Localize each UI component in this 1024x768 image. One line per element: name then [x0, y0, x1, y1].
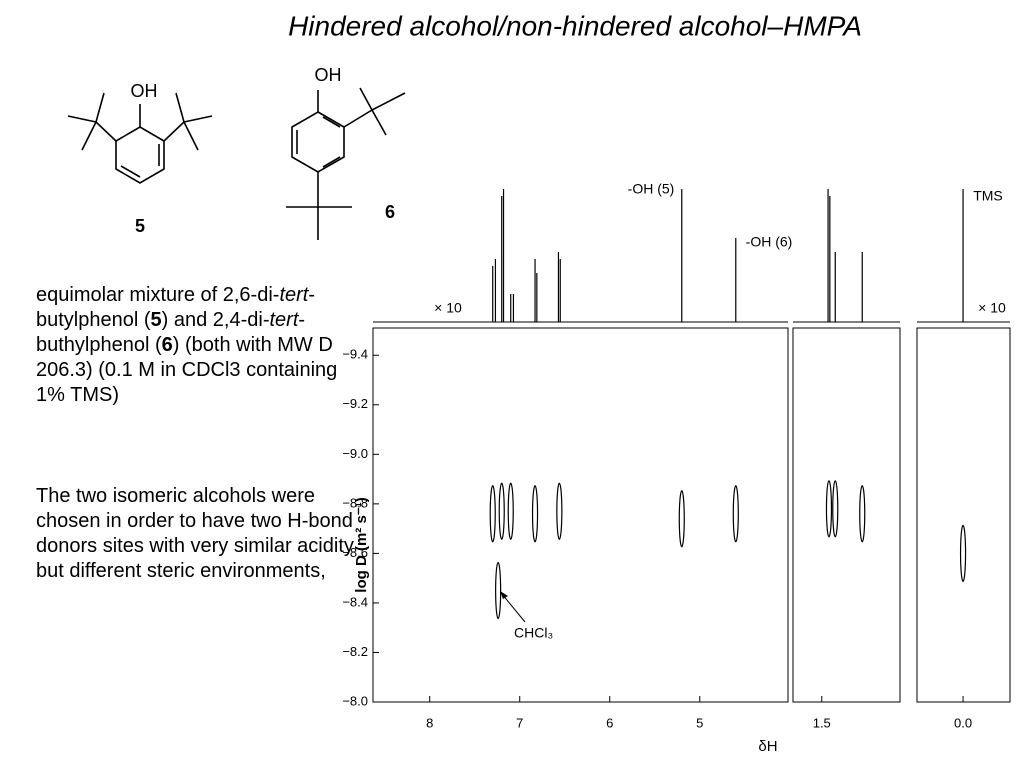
annotation: -OH (6) [746, 234, 793, 250]
text: -butylphenol ( [36, 284, 316, 331]
text: 5 [150, 309, 162, 331]
cross-peak [507, 482, 514, 540]
y-tick-label: −9.2 [342, 396, 368, 411]
bond [322, 116, 341, 128]
cross-peak [732, 485, 739, 543]
cross-peak [859, 485, 866, 543]
annotation: × 10 [978, 300, 1006, 316]
text: ) and 2,4-di- [161, 309, 270, 331]
text: tert [279, 284, 309, 306]
compound-number: 5 [135, 216, 145, 236]
annotation: TMS [973, 188, 1003, 204]
text: tert [269, 309, 299, 331]
oh-label: OH [131, 81, 158, 101]
bond [81, 121, 97, 151]
cross-peak [556, 482, 563, 540]
panel-frame [792, 327, 901, 703]
text: equimolar mixture of 2,6-di- [36, 284, 280, 306]
cross-peak [678, 490, 685, 548]
annotation: -OH (5) [628, 181, 675, 197]
paragraph: equimolar mixture of 2,6-di-tert-butylph… [36, 283, 354, 408]
text: -buthylphenol ( [36, 309, 306, 356]
dosy-plot: 8 7 6 5 1.5 0.0 −9.4 −9.2 −9.0 −8.8 −8.6 −8.4 −8.2 −8… [342, 181, 1011, 755]
cross-peak [498, 482, 505, 540]
bond [359, 87, 373, 111]
text: The two isomeric alcohols were chosen in… [36, 485, 354, 582]
annotation: CHCl₃ [514, 625, 553, 641]
molecule-6 [286, 87, 406, 240]
cross-peak [832, 480, 839, 538]
bond [343, 109, 373, 128]
y-tick-label: −9.4 [342, 347, 368, 362]
bond [175, 92, 185, 123]
oh-label: OH [315, 65, 342, 85]
panel-frame [372, 327, 789, 703]
bond [163, 121, 185, 142]
molecule-5 [67, 92, 213, 184]
x-tick-label: 6 [606, 715, 613, 730]
x-tick-label: 5 [696, 715, 703, 730]
text: 6 [161, 334, 173, 356]
annotation: × 10 [434, 300, 462, 316]
ring [115, 126, 165, 184]
panel-frame [916, 327, 1011, 703]
x-tick-label: 0.0 [954, 715, 972, 730]
bond [322, 156, 341, 168]
bond [183, 121, 199, 151]
compound-number: 6 [385, 202, 395, 222]
ring [291, 111, 345, 173]
cross-peak [959, 524, 967, 582]
bond [371, 92, 406, 111]
y-tick-label: −8.6 [342, 545, 368, 560]
paragraph: The two isomeric alcohols were chosen in… [36, 484, 354, 584]
annotation-arrow [501, 593, 526, 623]
y-tick-label: −9.0 [342, 446, 368, 461]
y-tick-label: −8.0 [342, 693, 368, 708]
bond [95, 121, 117, 142]
arrow-head [500, 591, 508, 599]
x-axis-label: δH [758, 738, 777, 755]
y-tick-label: −8.4 [342, 594, 368, 609]
bond [95, 92, 105, 123]
bond [183, 115, 213, 123]
x-tick-label: 7 [516, 715, 523, 730]
cross-peak [531, 485, 539, 543]
y-tick-label: −8.2 [342, 644, 368, 659]
bond [371, 109, 387, 136]
bond [120, 165, 141, 178]
y-axis-label: log D (m² s⁻¹) [353, 497, 370, 592]
y-tick-label: −8.8 [342, 495, 368, 510]
x-tick-label: 1.5 [813, 715, 831, 730]
cross-peak [495, 561, 502, 620]
bond [67, 115, 97, 123]
x-tick-label: 8 [426, 715, 433, 730]
slide-title: Hindered alcohol/non-hindered alcohol–HM… [288, 10, 862, 41]
cross-peak [825, 480, 833, 538]
text: ) (both with MW D 206.3) (0.1 M in CDCl3… [36, 334, 338, 406]
cross-peak [489, 485, 496, 543]
